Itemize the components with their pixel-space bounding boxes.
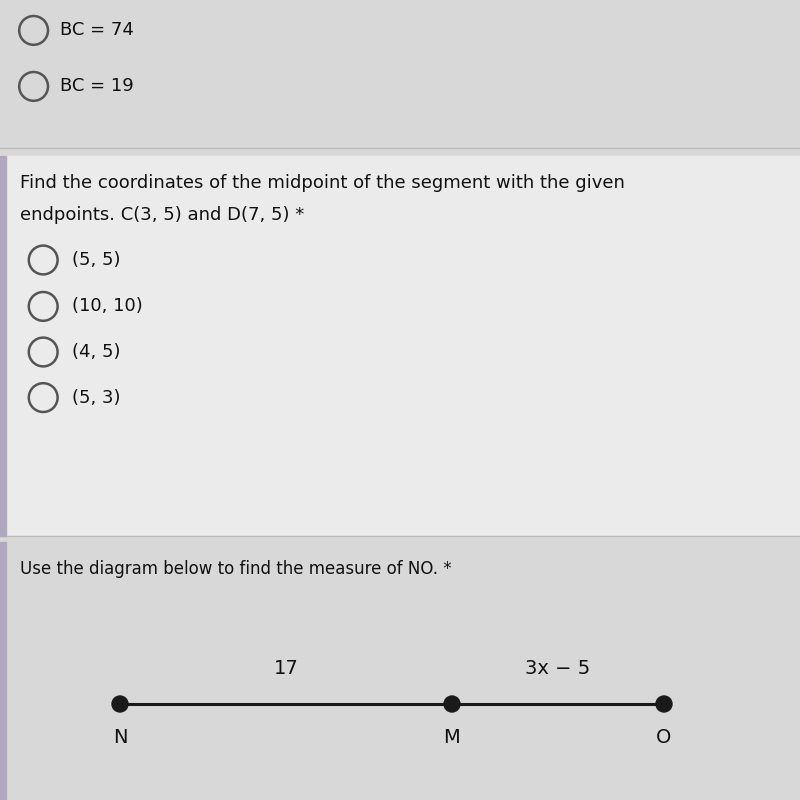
Bar: [0, 542, 800, 800]
Text: (10, 10): (10, 10): [72, 298, 142, 315]
Text: M: M: [444, 728, 460, 747]
Bar: [0, 0, 800, 148]
Text: Use the diagram below to find the measure of NO. *: Use the diagram below to find the measur…: [20, 560, 452, 578]
Text: (4, 5): (4, 5): [72, 343, 121, 361]
Circle shape: [112, 696, 128, 712]
Bar: [0, 156, 6, 536]
Text: Find the coordinates of the midpoint of the segment with the given: Find the coordinates of the midpoint of …: [20, 174, 625, 192]
Text: 17: 17: [274, 658, 298, 678]
Text: N: N: [113, 728, 127, 747]
Bar: [0, 156, 800, 536]
Circle shape: [444, 696, 460, 712]
Text: BC = 19: BC = 19: [60, 78, 134, 95]
Text: BC = 74: BC = 74: [60, 22, 134, 39]
Bar: [0, 542, 6, 800]
Text: endpoints. C(3, 5) and D(7, 5) *: endpoints. C(3, 5) and D(7, 5) *: [20, 206, 304, 224]
Text: 3x − 5: 3x − 5: [526, 658, 590, 678]
Circle shape: [656, 696, 672, 712]
Text: (5, 3): (5, 3): [72, 389, 121, 406]
Text: (5, 5): (5, 5): [72, 251, 121, 269]
Text: O: O: [656, 728, 672, 747]
